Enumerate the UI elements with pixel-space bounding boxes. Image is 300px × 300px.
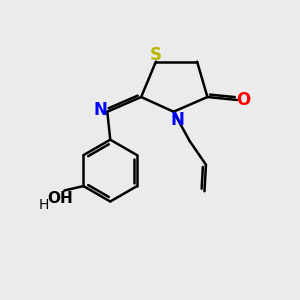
Text: O: O (236, 91, 250, 109)
Text: S: S (150, 46, 162, 64)
Text: N: N (170, 111, 184, 129)
Text: OH: OH (47, 191, 73, 206)
Text: H: H (38, 198, 49, 212)
Text: N: N (94, 101, 108, 119)
